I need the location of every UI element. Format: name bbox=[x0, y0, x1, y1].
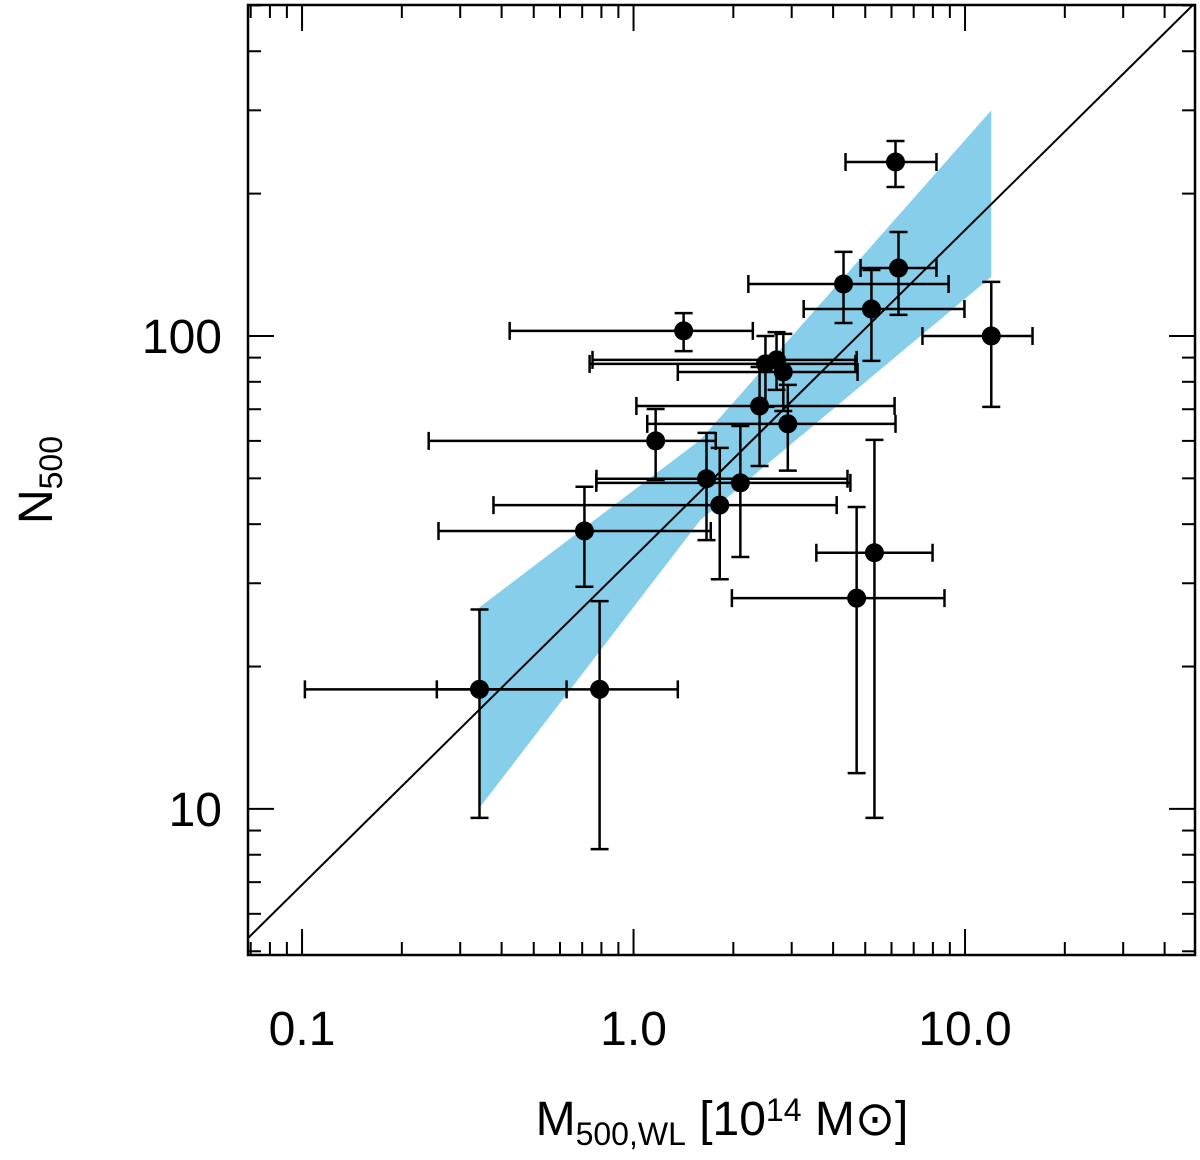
x-tick-label: 1.0 bbox=[600, 1003, 667, 1056]
x-error-bar bbox=[492, 496, 838, 515]
error-bar bbox=[595, 424, 852, 559]
x-axis-label-part: [10 bbox=[686, 1093, 766, 1146]
y-error-bar bbox=[590, 599, 609, 851]
data-point bbox=[834, 274, 854, 294]
x-axis-label-part: 500,WL bbox=[576, 1116, 686, 1152]
data-point bbox=[697, 469, 717, 489]
confidence-band bbox=[479, 110, 992, 808]
y-axis-label: N500 bbox=[10, 436, 69, 524]
data-point bbox=[886, 152, 906, 172]
error-bar bbox=[802, 268, 966, 363]
data-point bbox=[864, 543, 884, 563]
error-bar bbox=[508, 311, 755, 353]
x-error-bar bbox=[437, 521, 713, 540]
data-point bbox=[847, 588, 867, 608]
error-bar bbox=[676, 332, 859, 413]
error-bar bbox=[844, 139, 938, 189]
x-tick-label: 0.1 bbox=[269, 1003, 336, 1056]
y-error-bar bbox=[470, 608, 489, 820]
data-point bbox=[590, 679, 610, 699]
data-point bbox=[861, 299, 881, 319]
x-error-bar bbox=[646, 414, 897, 433]
error-bar bbox=[435, 599, 680, 851]
y-tick-label: 100 bbox=[142, 311, 222, 364]
data-point bbox=[710, 495, 730, 515]
error-bar bbox=[730, 505, 946, 775]
data-point bbox=[981, 326, 1001, 346]
plot-area bbox=[248, 5, 1195, 939]
data-point bbox=[730, 473, 750, 493]
data-point bbox=[889, 258, 909, 278]
error-bar bbox=[815, 438, 934, 820]
error-bar bbox=[859, 230, 938, 317]
data-point bbox=[778, 414, 798, 434]
error-bar bbox=[437, 485, 713, 588]
y-axis-label-part: 500 bbox=[33, 436, 69, 489]
x-error-bar bbox=[427, 431, 717, 450]
x-axis-label-part: 14 bbox=[766, 1092, 802, 1128]
y-tick-label: 10 bbox=[169, 784, 222, 837]
x-error-bar bbox=[508, 321, 755, 340]
x-axis-label: M500,WL [1014 M⊙] bbox=[536, 1092, 909, 1152]
data-point bbox=[674, 321, 694, 341]
y-error-bar bbox=[865, 438, 884, 820]
x-error-bar bbox=[802, 300, 966, 319]
y-error-bar bbox=[847, 505, 866, 775]
data-point bbox=[574, 521, 594, 541]
data-point bbox=[773, 362, 793, 382]
data-point bbox=[646, 431, 666, 451]
y-axis-label-part: N bbox=[10, 489, 63, 524]
x-tick-label: 10.0 bbox=[918, 1003, 1011, 1056]
error-bar bbox=[646, 383, 897, 472]
x-axis-label-part: M bbox=[536, 1093, 576, 1146]
error-bar bbox=[747, 250, 950, 325]
x-error-bar bbox=[921, 326, 1034, 345]
fit-line bbox=[248, 5, 1195, 939]
error-bar bbox=[492, 446, 838, 581]
x-axis-label-part: M⊙] bbox=[802, 1093, 909, 1146]
plot-frame bbox=[246, 3, 1197, 957]
x-error-bar bbox=[435, 680, 680, 699]
x-error-bar bbox=[595, 473, 852, 492]
x-error-bar bbox=[676, 363, 859, 382]
error-bar bbox=[921, 280, 1034, 409]
x-error-bar bbox=[730, 589, 946, 608]
